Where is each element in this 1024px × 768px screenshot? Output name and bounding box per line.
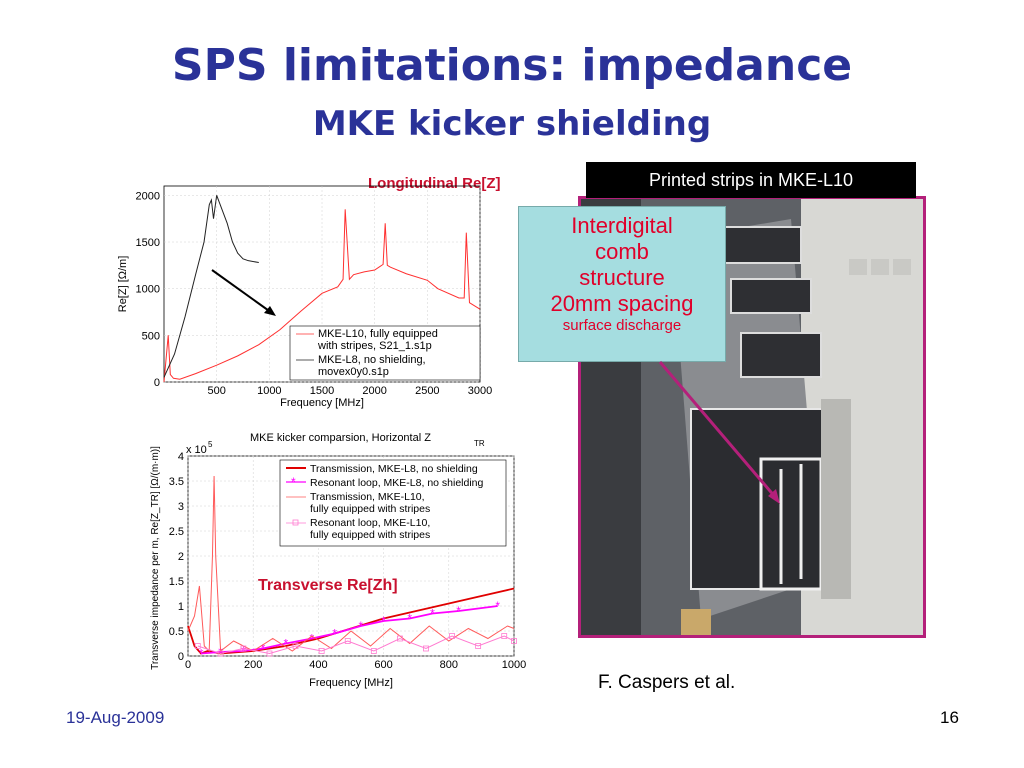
chart1-xtick: 2500 <box>415 385 439 397</box>
chart2-series-point: * <box>358 619 363 633</box>
chart1-legend: MKE-L10, fully equipped with stripes, S2… <box>289 325 481 381</box>
chart2-series-point: * <box>218 645 223 659</box>
chart2-series-point: * <box>430 607 435 621</box>
footer-date: 19-Aug-2009 <box>66 708 165 727</box>
chart1-xtick: 3000 <box>468 385 492 397</box>
chart1-series-line <box>163 195 259 378</box>
chart2-xtick: 0 <box>185 659 191 671</box>
chart2-series-line <box>187 475 515 653</box>
chart2-series-point <box>240 645 247 652</box>
kicker-strips-drawing <box>581 199 923 635</box>
chart2-series-point: * <box>199 647 204 661</box>
chart2-ytick: 1 <box>178 601 184 613</box>
callout-line: structure <box>579 265 665 290</box>
chart1-title: Longitudinal Re[Z] <box>368 175 500 192</box>
chart2-ylabel: Transverse impedance per m, Re[Z_TR] [Ω/… <box>150 446 161 670</box>
slide-subtitle: MKE kicker shielding <box>312 104 712 144</box>
chart2-series-point <box>449 633 455 639</box>
chart2-xlabel: Frequency [MHz] <box>309 677 393 689</box>
chart1-series-line <box>163 209 481 383</box>
chart2-xtick: 600 <box>374 659 392 671</box>
chart2-series-line <box>197 635 515 655</box>
callout-line: Interdigital <box>571 213 673 238</box>
chart1-ytick: 0 <box>154 377 160 389</box>
chart2-series-point <box>501 633 508 639</box>
chart2-legend-entry: Transmission, MKE-L10, <box>310 491 425 503</box>
chart1-legend-entry: MKE-L10, fully equipped <box>318 328 438 340</box>
callout-line: comb <box>595 239 649 264</box>
chart2-series-point <box>423 645 429 652</box>
chart2-xtick: 400 <box>309 659 327 671</box>
chart1-xtick: 500 <box>207 385 225 397</box>
chart2-annotation: Transverse Re[Zh] <box>258 577 398 594</box>
chart2-series-point: * <box>332 627 337 641</box>
photo-caption: Printed strips in MKE-L10 <box>586 162 916 198</box>
chart2-series-point: * <box>310 632 315 646</box>
chart1-ytick: 1000 <box>136 284 160 296</box>
chart2-exponent-sup: 5 <box>208 440 213 449</box>
longitudinal-chart: Longitudinal Re[Z] 500 1000 1500 2000 2500 30… <box>117 175 500 409</box>
chart2-legend-entry: fully equipped with stripes <box>310 503 430 515</box>
chart2-ytick: 3.5 <box>169 476 184 488</box>
page-number: 16 <box>940 708 959 727</box>
chart1-legend-entry: movex0y0.s1p <box>318 366 389 378</box>
chart2-series-point: * <box>381 614 386 628</box>
chart2-series-point <box>511 638 517 644</box>
chart2-ytick: 1.5 <box>169 576 184 588</box>
callout-box: Interdigital comb structure 20mm spacing… <box>518 206 726 362</box>
chart1-pointer-arrowhead <box>264 306 276 316</box>
chart2-legend-entry: Resonant loop, MKE-L10, <box>310 517 430 529</box>
chart1-pointer-arrow <box>211 269 273 314</box>
chart2-series-point <box>266 650 273 657</box>
callout-line: 20mm spacing <box>550 291 694 316</box>
chart2-ytick: 0.5 <box>169 626 184 638</box>
chart2-legend: * Transmission, MKE-L8, no shielding Res… <box>279 459 507 547</box>
chart2-series-point: * <box>261 642 266 656</box>
chart2-exponent: x 10 <box>186 444 207 456</box>
svg-text:MKE kicker comparsion, Horizon: MKE kicker comparsion, Horizontal Z <box>250 432 431 444</box>
chart2-legend-entry: fully equipped with stripes <box>310 529 430 541</box>
chart2-title: MKE kicker comparsion, Horizontal Z TR <box>250 432 485 448</box>
chart2-xtick: 800 <box>440 659 458 671</box>
chart1-ytick: 500 <box>142 330 160 342</box>
chart1-legend-entry: MKE-L8, no shielding, <box>318 354 426 366</box>
chart2-series-point <box>370 648 377 654</box>
chart2-ytick: 3 <box>178 501 184 513</box>
chart2-legend-entry: Resonant loop, MKE-L8, no shielding <box>310 477 484 489</box>
chart2-series-point <box>194 643 201 649</box>
chart1-xlabel: Frequency [MHz] <box>280 397 364 409</box>
mke-l10-photo <box>578 196 926 638</box>
chart2-ytick: 2.5 <box>169 526 184 538</box>
chart2-series-point: * <box>283 637 288 651</box>
chart1-xtick: 1000 <box>257 385 281 397</box>
chart2-series-point: * <box>456 604 461 618</box>
chart2-ytick: 2 <box>178 551 184 563</box>
chart1-ylabel: Re[Z] [Ω/m] <box>117 256 129 313</box>
chart2-series-point: * <box>407 612 412 626</box>
chart1-ytick: 1500 <box>136 237 160 249</box>
chart2-series-point <box>475 643 482 649</box>
chart2-legend-entry: Transmission, MKE-L8, no shielding <box>310 463 478 475</box>
callout-line: surface discharge <box>562 317 682 334</box>
chart2-ytick: 0 <box>178 651 184 663</box>
transverse-chart: MKE kicker comparsion, Horizontal Z TR x… <box>150 432 526 689</box>
chart2-series-point <box>318 648 325 654</box>
svg-text:TR: TR <box>474 439 485 448</box>
chart1-legend-entry: with stripes, S21_1.s1p <box>317 340 432 352</box>
chart1-xtick: 2000 <box>362 385 386 397</box>
chart2-series-point <box>217 650 224 657</box>
svg-text:*: * <box>291 475 296 489</box>
chart1-xtick: 1500 <box>310 385 334 397</box>
chart2-series-point <box>344 638 351 644</box>
chart2-series-point <box>396 635 403 642</box>
chart2-series-point: * <box>495 599 500 613</box>
chart2-series-point <box>292 643 299 649</box>
chart2-xtick: 1000 <box>502 659 526 671</box>
chart2-xtick: 200 <box>244 659 262 671</box>
author-credit: F. Caspers et al. <box>598 672 736 693</box>
slide-title: SPS limitations: impedance <box>171 40 853 91</box>
chart1-ytick: 2000 <box>136 190 160 202</box>
chart2-ytick: 4 <box>178 451 184 463</box>
